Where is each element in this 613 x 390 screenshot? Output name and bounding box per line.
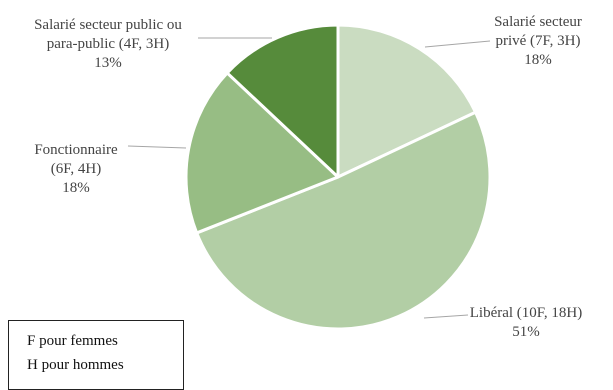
pie-slice-4 [225, 23, 340, 179]
note-femmes: F pour femmes [27, 333, 118, 349]
slice-label-4: Salarié secteur public ou para-public (4F… [34, 17, 182, 71]
slice-label-4-line-3: 13% [94, 55, 122, 71]
pie-slice-1 [336, 23, 478, 179]
slice-label-3-line-1: Fonctionnaire [34, 142, 118, 158]
slice-label-2-line-2: 51% [512, 324, 540, 340]
abbreviation-note: F pour femmes H pour hommes [8, 320, 184, 390]
pie-slice-2 [195, 110, 492, 331]
slice-label-2: Libéral (10F, 18H) 51% [470, 305, 583, 340]
leader-line-2 [423, 314, 469, 319]
slice-label-1-line-2: privé (7F, 3H) [495, 33, 580, 49]
slice-label-3-line-2: (6F, 4H) [51, 161, 101, 177]
slice-label-1: Salarié secteur privé (7F, 3H) 18% [494, 14, 582, 68]
slice-label-2-line-1: Libéral (10F, 18H) [470, 305, 583, 321]
slice-label-3: Fonctionnaire (6F, 4H) 18% [34, 142, 118, 196]
note-hommes: H pour hommes [27, 357, 124, 373]
slice-label-1-line-1: Salarié secteur [494, 14, 582, 30]
slice-label-4-line-2: para-public (4F, 3H) [47, 36, 170, 52]
slice-label-1-line-3: 18% [524, 52, 552, 68]
leader-line-1 [424, 40, 491, 48]
pie-slice-3 [184, 71, 340, 235]
slice-label-4-line-1: Salarié secteur public ou [34, 17, 182, 33]
slice-label-3-line-3: 18% [62, 180, 90, 196]
leader-line-3 [127, 145, 187, 149]
